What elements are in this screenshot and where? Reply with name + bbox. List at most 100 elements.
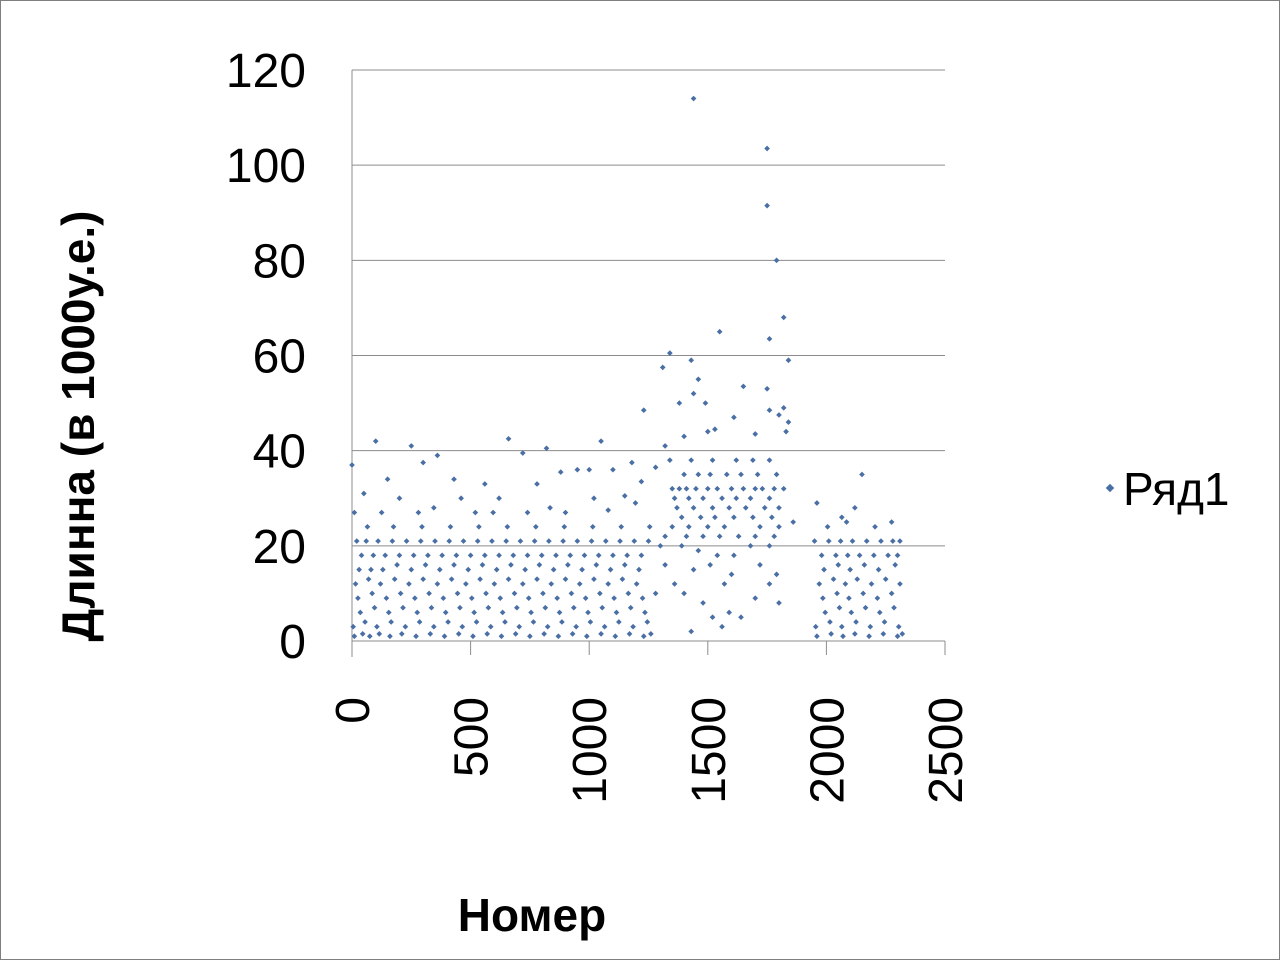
data-point — [695, 471, 702, 478]
x-tick-label: 2000 — [801, 697, 854, 804]
data-point — [888, 519, 895, 525]
data-point — [586, 466, 593, 473]
data-point — [723, 471, 730, 478]
data-point — [836, 604, 843, 611]
data-point — [396, 552, 403, 559]
data-point — [365, 576, 372, 582]
data-point — [847, 566, 853, 573]
data-point — [742, 504, 749, 511]
data-point — [496, 495, 502, 502]
data-point — [505, 435, 512, 442]
data-point — [574, 538, 581, 544]
data-point — [874, 595, 881, 602]
data-point — [894, 633, 901, 640]
data-point — [726, 504, 732, 511]
data-point — [434, 452, 441, 459]
data-point — [431, 504, 437, 511]
data-point — [766, 581, 773, 587]
data-point — [419, 523, 425, 530]
data-point — [369, 590, 375, 597]
data-point — [605, 581, 612, 587]
data-point — [752, 533, 759, 540]
data-point — [524, 552, 531, 559]
data-point — [364, 523, 371, 530]
data-point — [707, 471, 714, 478]
data-point — [559, 619, 565, 625]
data-point — [591, 576, 597, 582]
data-point — [657, 543, 664, 549]
data-point — [618, 523, 625, 530]
data-point — [372, 438, 379, 444]
data-point — [390, 523, 397, 530]
data-point — [700, 495, 706, 502]
data-point — [773, 471, 780, 478]
data-point — [434, 581, 441, 587]
data-point — [467, 552, 474, 559]
data-point — [384, 476, 391, 483]
x-tick-label: 2500 — [920, 697, 973, 804]
data-point — [512, 631, 519, 637]
data-point — [731, 414, 737, 421]
data-point — [645, 538, 652, 544]
y-tick-label: 0 — [279, 616, 306, 669]
data-point — [752, 431, 759, 437]
data-point — [766, 457, 773, 464]
data-point — [714, 552, 721, 559]
axes — [351, 70, 946, 657]
data-point — [517, 538, 524, 544]
data-point — [497, 595, 504, 602]
data-point — [534, 576, 540, 582]
data-point — [640, 633, 647, 640]
data-point — [652, 464, 659, 471]
data-point — [733, 495, 740, 502]
data-point — [862, 604, 869, 611]
data-point — [508, 562, 514, 568]
data-point — [561, 523, 568, 530]
data-point — [861, 562, 868, 568]
data-point — [700, 600, 706, 606]
data-point — [636, 566, 642, 573]
data-point — [740, 485, 747, 492]
data-point — [355, 595, 361, 602]
data-point — [888, 590, 895, 597]
data-point — [485, 604, 492, 611]
data-point — [776, 412, 782, 418]
data-point — [771, 533, 778, 540]
data-point — [702, 400, 709, 406]
data-point — [468, 595, 475, 602]
data-point — [477, 576, 483, 582]
x-tick-label: 1500 — [683, 697, 736, 804]
data-point — [872, 523, 878, 530]
data-point — [728, 571, 735, 578]
data-point — [863, 538, 870, 544]
data-point — [605, 507, 612, 513]
data-point — [351, 509, 358, 516]
data-point — [728, 485, 735, 492]
data-point — [602, 538, 609, 544]
data-point — [557, 469, 564, 475]
data-point — [389, 538, 396, 544]
data-point — [842, 581, 849, 587]
data-point — [833, 552, 839, 559]
data-point — [648, 631, 654, 637]
data-point — [482, 552, 488, 559]
data-point — [860, 590, 866, 597]
data-point — [866, 633, 872, 640]
data-point — [669, 485, 676, 492]
data-point — [882, 576, 889, 582]
data-point — [510, 552, 517, 559]
data-point — [766, 407, 773, 414]
data-point — [491, 581, 498, 587]
data-point — [674, 504, 680, 511]
data-point — [626, 631, 633, 637]
data-point — [426, 590, 432, 597]
data-point — [546, 538, 552, 544]
data-point — [690, 95, 697, 102]
data-point — [897, 538, 903, 544]
data-point — [414, 609, 421, 616]
data-point — [690, 566, 697, 573]
data-point — [587, 619, 594, 625]
data-point — [541, 631, 547, 637]
data-point — [814, 633, 820, 640]
data-point — [540, 590, 546, 597]
